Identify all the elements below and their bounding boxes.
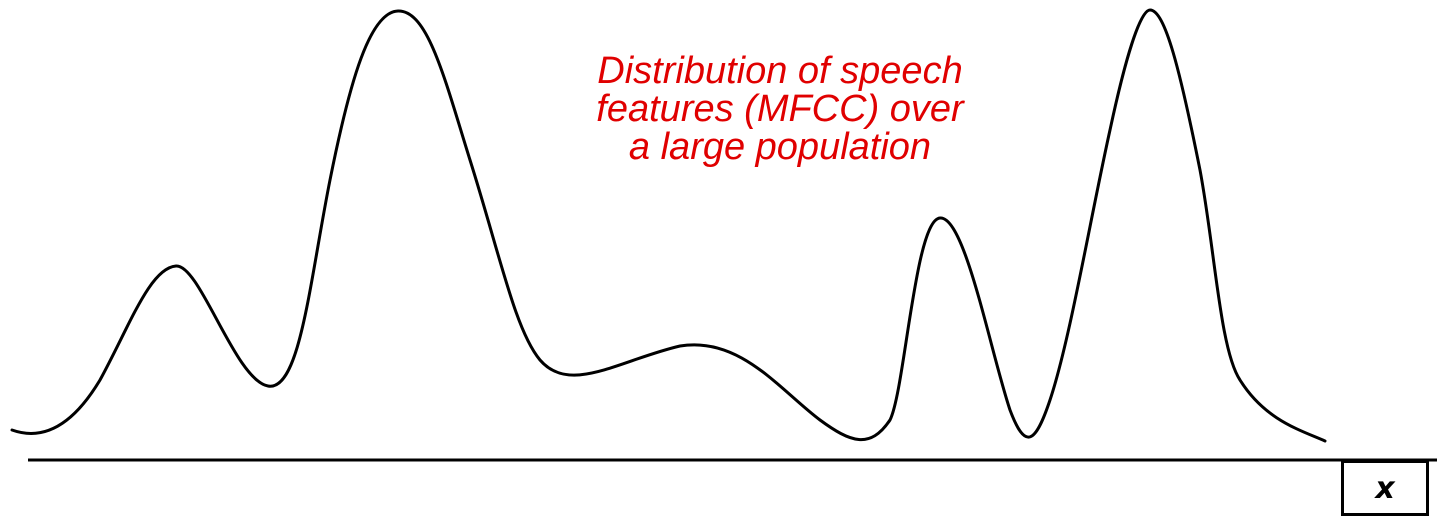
caption-line-1: Distribution of speech (597, 50, 963, 92)
x-axis-variable-label: x (1375, 470, 1395, 506)
caption-line-2: features (MFCC) over (596, 88, 964, 130)
x-axis-variable-box: x (1341, 460, 1429, 516)
caption-line-3: a large population (628, 126, 932, 168)
distribution-curve (10, 8, 1327, 443)
diagram-caption: Distribution of speech features (MFCC) o… (470, 52, 1090, 166)
